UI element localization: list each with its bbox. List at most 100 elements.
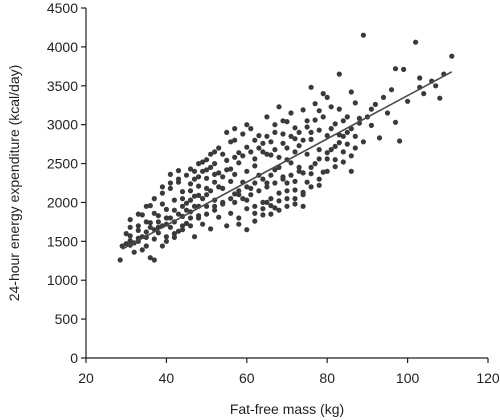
x-tick-label: 20 bbox=[78, 370, 94, 386]
data-point bbox=[292, 187, 298, 193]
y-tick-label: 2000 bbox=[47, 194, 78, 210]
data-point bbox=[228, 139, 234, 145]
data-point bbox=[212, 179, 218, 185]
data-point bbox=[191, 203, 198, 209]
data-point bbox=[352, 100, 358, 106]
data-point bbox=[228, 178, 234, 184]
data-point bbox=[264, 133, 270, 139]
data-point bbox=[240, 153, 246, 159]
data-point bbox=[292, 125, 298, 131]
data-point bbox=[159, 184, 165, 190]
data-point bbox=[304, 124, 310, 130]
data-point bbox=[332, 157, 338, 163]
x-axis-title: Fat-free mass (kg) bbox=[230, 401, 344, 417]
data-point bbox=[292, 201, 298, 207]
data-point bbox=[232, 126, 238, 132]
data-point bbox=[236, 215, 242, 221]
data-point bbox=[244, 206, 250, 212]
data-point bbox=[312, 161, 318, 167]
data-point bbox=[324, 150, 330, 156]
data-point bbox=[328, 147, 334, 153]
data-point bbox=[224, 157, 230, 163]
data-point bbox=[296, 164, 302, 170]
data-point bbox=[252, 156, 258, 162]
data-point bbox=[268, 211, 274, 217]
data-point bbox=[244, 144, 250, 150]
data-point bbox=[284, 145, 290, 151]
data-point bbox=[224, 167, 230, 173]
data-point bbox=[280, 131, 286, 137]
data-point bbox=[316, 147, 322, 153]
data-point bbox=[268, 152, 274, 158]
data-point bbox=[288, 172, 294, 178]
data-point bbox=[284, 119, 290, 125]
data-point bbox=[196, 174, 202, 180]
data-point bbox=[296, 168, 302, 174]
data-point bbox=[171, 231, 177, 237]
data-point bbox=[179, 189, 186, 195]
data-point bbox=[372, 101, 378, 107]
data-point bbox=[332, 164, 338, 170]
data-point bbox=[204, 167, 210, 173]
data-point bbox=[280, 118, 286, 124]
data-point bbox=[433, 83, 439, 89]
data-point bbox=[300, 170, 306, 176]
data-point bbox=[356, 115, 362, 121]
data-point bbox=[292, 149, 298, 155]
data-point bbox=[151, 257, 157, 263]
y-tick-label: 4500 bbox=[47, 0, 78, 16]
data-point bbox=[324, 94, 330, 100]
data-point bbox=[163, 234, 169, 240]
data-point bbox=[175, 168, 182, 174]
data-point bbox=[272, 129, 278, 135]
data-point bbox=[308, 171, 314, 177]
data-point bbox=[232, 171, 238, 177]
data-point bbox=[449, 53, 455, 59]
data-point bbox=[143, 243, 149, 249]
data-point bbox=[208, 164, 214, 170]
data-point bbox=[336, 140, 342, 146]
data-point bbox=[264, 151, 270, 157]
data-point bbox=[388, 87, 395, 93]
x-tick-label: 120 bbox=[476, 370, 500, 386]
data-point bbox=[252, 137, 258, 143]
data-point bbox=[316, 127, 322, 133]
data-point bbox=[316, 176, 322, 182]
x-tick-label: 100 bbox=[396, 370, 420, 386]
y-tick-label: 1000 bbox=[47, 272, 78, 288]
data-point bbox=[179, 227, 186, 233]
data-point bbox=[264, 180, 270, 186]
data-point bbox=[240, 131, 246, 137]
data-point bbox=[264, 184, 270, 190]
data-point bbox=[117, 257, 123, 263]
data-point bbox=[328, 126, 334, 132]
data-point bbox=[151, 236, 157, 242]
data-point bbox=[143, 229, 149, 235]
data-point bbox=[183, 172, 190, 178]
data-point bbox=[397, 138, 403, 144]
data-point bbox=[252, 218, 258, 224]
data-point bbox=[155, 213, 161, 219]
data-point bbox=[232, 154, 238, 160]
y-tick-label: 2500 bbox=[47, 156, 78, 172]
data-point bbox=[143, 219, 149, 225]
data-point bbox=[147, 255, 153, 261]
data-point bbox=[308, 164, 314, 170]
data-point bbox=[236, 221, 242, 227]
data-point bbox=[187, 223, 194, 229]
data-point bbox=[224, 223, 230, 229]
data-point bbox=[324, 168, 330, 174]
data-point bbox=[208, 151, 214, 157]
data-point bbox=[119, 243, 125, 249]
data-point bbox=[216, 170, 222, 176]
data-point bbox=[216, 184, 222, 190]
data-point bbox=[236, 188, 242, 194]
data-point bbox=[320, 169, 326, 175]
data-point bbox=[191, 193, 198, 199]
data-point bbox=[123, 241, 129, 247]
data-point bbox=[127, 238, 133, 244]
data-point bbox=[232, 137, 238, 143]
data-point bbox=[368, 106, 374, 112]
data-point bbox=[344, 114, 350, 120]
x-tick-label: 80 bbox=[319, 370, 335, 386]
